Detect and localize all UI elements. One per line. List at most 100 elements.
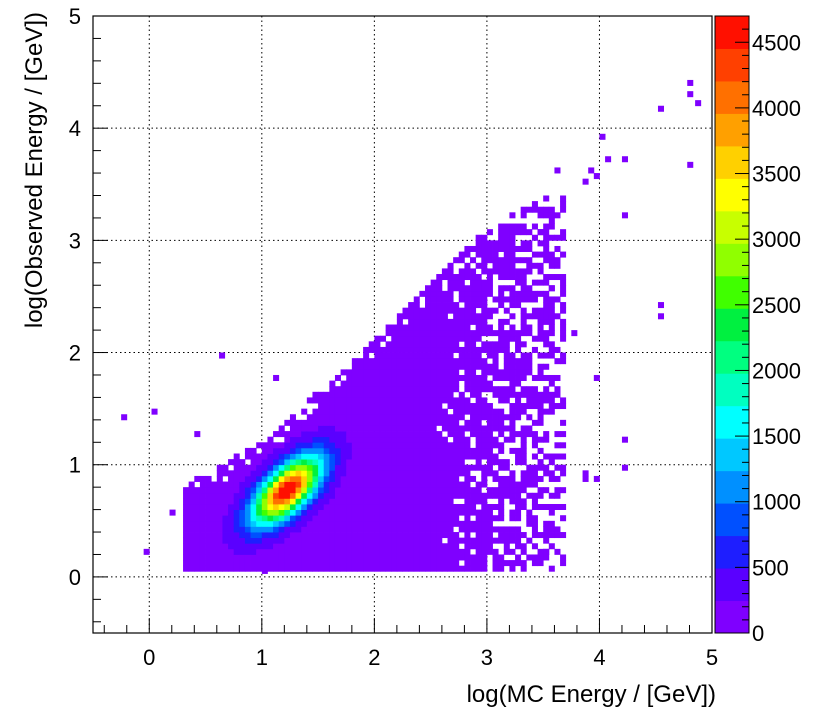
heatmap-bin bbox=[346, 520, 353, 527]
heatmap-bin bbox=[560, 358, 567, 365]
heatmap-bin bbox=[340, 391, 347, 398]
heatmap-bin bbox=[211, 509, 218, 516]
heatmap-bin bbox=[515, 279, 522, 286]
heatmap-bin bbox=[543, 532, 550, 539]
heatmap-bin bbox=[334, 397, 341, 404]
heatmap-bin bbox=[408, 509, 415, 516]
colorbar-tick-label: 0 bbox=[752, 621, 764, 646]
heatmap-bin bbox=[515, 330, 522, 337]
heatmap-bin bbox=[430, 408, 437, 415]
heatmap-bin bbox=[329, 492, 336, 499]
heatmap-bin bbox=[475, 262, 482, 269]
heatmap-bin bbox=[430, 302, 437, 309]
heatmap-bin bbox=[481, 397, 488, 404]
heatmap-bin bbox=[537, 290, 544, 297]
heatmap-bin bbox=[408, 341, 415, 348]
heatmap-bin bbox=[289, 425, 296, 432]
heatmap-bin bbox=[447, 487, 454, 494]
heatmap-bin bbox=[374, 447, 381, 454]
heatmap-bin bbox=[503, 341, 510, 348]
heatmap-bin bbox=[548, 397, 555, 404]
heatmap-bin bbox=[363, 475, 370, 482]
heatmap-bin bbox=[475, 532, 482, 539]
heatmap-bin bbox=[447, 431, 454, 438]
heatmap-bin bbox=[526, 352, 533, 359]
heatmap-bin bbox=[430, 313, 437, 320]
heatmap-bin bbox=[475, 481, 482, 488]
heatmap-bin bbox=[385, 526, 392, 533]
heatmap-bin bbox=[531, 397, 538, 404]
heatmap-bin bbox=[391, 358, 398, 365]
heatmap-bin bbox=[430, 380, 437, 387]
heatmap-bin bbox=[402, 352, 409, 359]
heatmap-bin bbox=[318, 470, 325, 477]
heatmap-bin bbox=[554, 532, 561, 539]
heatmap-bin bbox=[244, 498, 251, 505]
heatmap-bin bbox=[413, 330, 420, 337]
heatmap-bin bbox=[498, 296, 505, 303]
heatmap-bin bbox=[233, 543, 240, 550]
heatmap-bin bbox=[289, 475, 296, 482]
heatmap-bin bbox=[340, 403, 347, 410]
heatmap-bin bbox=[464, 330, 471, 337]
heatmap-bin bbox=[289, 453, 296, 460]
heatmap-bin bbox=[430, 425, 437, 432]
heatmap-bin bbox=[464, 324, 471, 331]
heatmap-bin bbox=[436, 391, 443, 398]
heatmap-bin bbox=[419, 330, 426, 337]
heatmap-bin bbox=[183, 487, 190, 494]
heatmap-bin bbox=[453, 464, 460, 471]
heatmap-bin bbox=[520, 453, 527, 460]
heatmap-bin bbox=[548, 565, 555, 572]
heatmap-bin bbox=[289, 543, 296, 550]
heatmap-bin bbox=[509, 313, 516, 320]
heatmap-bin bbox=[481, 464, 488, 471]
heatmap-bin bbox=[436, 526, 443, 533]
heatmap-bin bbox=[453, 324, 460, 331]
heatmap-bin bbox=[244, 515, 251, 522]
heatmap-bin bbox=[267, 442, 274, 449]
heatmap-bin bbox=[250, 560, 257, 567]
heatmap-bin bbox=[492, 330, 499, 337]
colorbar-segment bbox=[715, 48, 749, 82]
heatmap-bin bbox=[537, 436, 544, 443]
heatmap-bin bbox=[464, 470, 471, 477]
heatmap-bin bbox=[430, 520, 437, 527]
heatmap-bin bbox=[323, 492, 330, 499]
heatmap-bin bbox=[363, 515, 370, 522]
heatmap-bin bbox=[503, 532, 510, 539]
heatmap-bin bbox=[368, 543, 375, 550]
heatmap-bin bbox=[441, 391, 448, 398]
heatmap-bin bbox=[413, 335, 420, 342]
heatmap-bin bbox=[329, 526, 336, 533]
heatmap-bin bbox=[351, 526, 358, 533]
heatmap-bin bbox=[267, 509, 274, 516]
heatmap-bin bbox=[301, 503, 308, 510]
heatmap-bin bbox=[436, 442, 443, 449]
heatmap-bin bbox=[498, 431, 505, 438]
heatmap-bin bbox=[548, 234, 555, 241]
heatmap-bin bbox=[318, 425, 325, 432]
heatmap-bin bbox=[436, 548, 443, 555]
heatmap-bin bbox=[368, 470, 375, 477]
heatmap-bin bbox=[481, 436, 488, 443]
heatmap-bin bbox=[413, 459, 420, 466]
heatmap-bin bbox=[447, 565, 454, 572]
heatmap-bin bbox=[554, 431, 561, 438]
heatmap-bin bbox=[256, 498, 263, 505]
heatmap-bin bbox=[560, 279, 567, 286]
heatmap-bin bbox=[453, 307, 460, 314]
heatmap-bin bbox=[278, 459, 285, 466]
heatmap-bin bbox=[515, 459, 522, 466]
heatmap-bin bbox=[520, 358, 527, 365]
heatmap-bin bbox=[408, 302, 415, 309]
heatmap-bin bbox=[695, 100, 702, 107]
heatmap-bin bbox=[425, 358, 432, 365]
heatmap-bin bbox=[228, 492, 235, 499]
heatmap-bin bbox=[515, 431, 522, 438]
heatmap-bin bbox=[273, 532, 280, 539]
heatmap-bin bbox=[515, 543, 522, 550]
heatmap-bin bbox=[391, 419, 398, 426]
heatmap-bin bbox=[250, 464, 257, 471]
